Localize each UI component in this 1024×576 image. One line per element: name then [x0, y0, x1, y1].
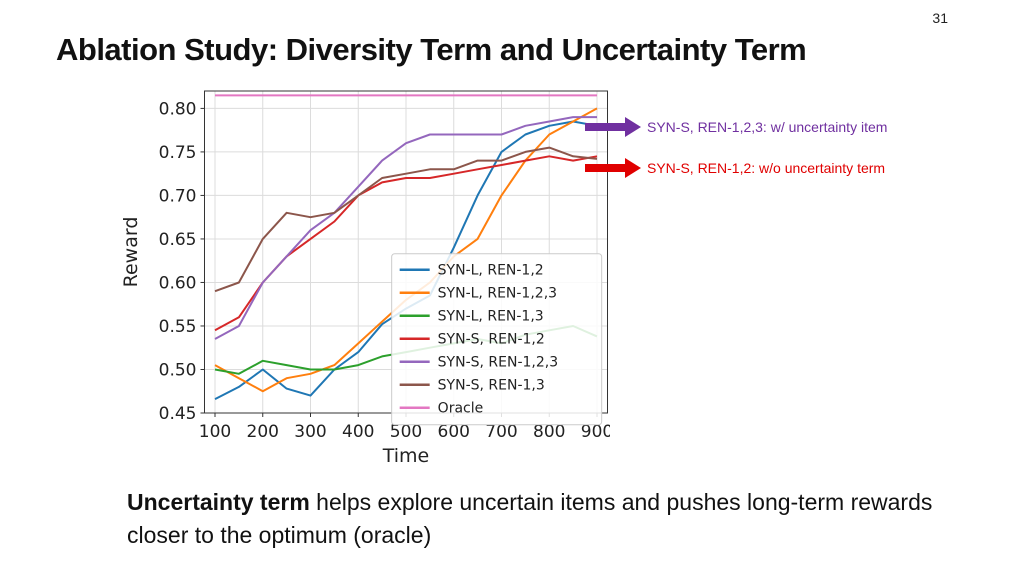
- y-tick-label: 0.70: [159, 186, 197, 206]
- x-tick-label: 800: [533, 422, 565, 442]
- x-axis-label: Time: [382, 445, 430, 467]
- y-tick-label: 0.60: [159, 273, 197, 293]
- annotation-text: SYN-S, REN-1,2,3: w/ uncertainty item: [647, 119, 888, 135]
- legend-box: [391, 253, 603, 426]
- x-tick-label: 600: [438, 422, 470, 442]
- x-tick-label: 900: [581, 422, 610, 442]
- legend-label: Oracle: [438, 401, 484, 417]
- page-number: 31: [932, 10, 948, 26]
- x-tick-label: 400: [342, 422, 374, 442]
- y-tick-label: 0.80: [159, 99, 197, 119]
- y-axis-label: Reward: [120, 217, 142, 288]
- series-line: [214, 116, 597, 340]
- legend-label: SYN-L, REN-1,2: [438, 263, 544, 279]
- arrow-right-icon: [585, 158, 641, 178]
- caption-bold: Uncertainty term: [127, 489, 310, 515]
- y-tick-label: 0.45: [159, 404, 197, 424]
- slide-title: Ablation Study: Diversity Term and Uncer…: [56, 32, 807, 67]
- caption-rest: helps explore uncertain items and pushes…: [127, 489, 933, 549]
- x-tick-label: 500: [390, 422, 422, 442]
- x-tick-label: 300: [294, 422, 326, 442]
- legend-label: SYN-S, REN-1,2: [438, 332, 545, 348]
- arrow-right-icon: [585, 117, 641, 137]
- caption: Uncertainty term helps explore uncertain…: [127, 486, 947, 553]
- legend-label: SYN-L, REN-1,3: [438, 309, 544, 325]
- reward-line-chart: 100 200 300 400 500 600 700 800 900 0.45 0.50 0.55 0…: [120, 90, 610, 467]
- y-tick-label: 0.50: [159, 360, 197, 380]
- series-line: [214, 146, 598, 293]
- y-tick-label: 0.65: [159, 230, 197, 250]
- annotation-without-uncertainty: SYN-S, REN-1,2: w/o uncertainty term: [585, 158, 885, 178]
- annotation-text: SYN-S, REN-1,2: w/o uncertainty term: [647, 160, 886, 176]
- legend-label: SYN-S, REN-1,3: [438, 378, 545, 394]
- y-tick-label: 0.55: [159, 317, 197, 337]
- x-tick-label: 100: [199, 422, 231, 442]
- legend-label: SYN-L, REN-1,2,3: [438, 286, 557, 302]
- x-tick-label: 700: [485, 422, 517, 442]
- x-tick-label: 200: [247, 422, 279, 442]
- legend-label: SYN-S, REN-1,2,3: [438, 355, 558, 371]
- y-tick-label: 0.75: [159, 143, 197, 163]
- annotation-with-uncertainty: SYN-S, REN-1,2,3: w/ uncertainty item: [585, 117, 887, 137]
